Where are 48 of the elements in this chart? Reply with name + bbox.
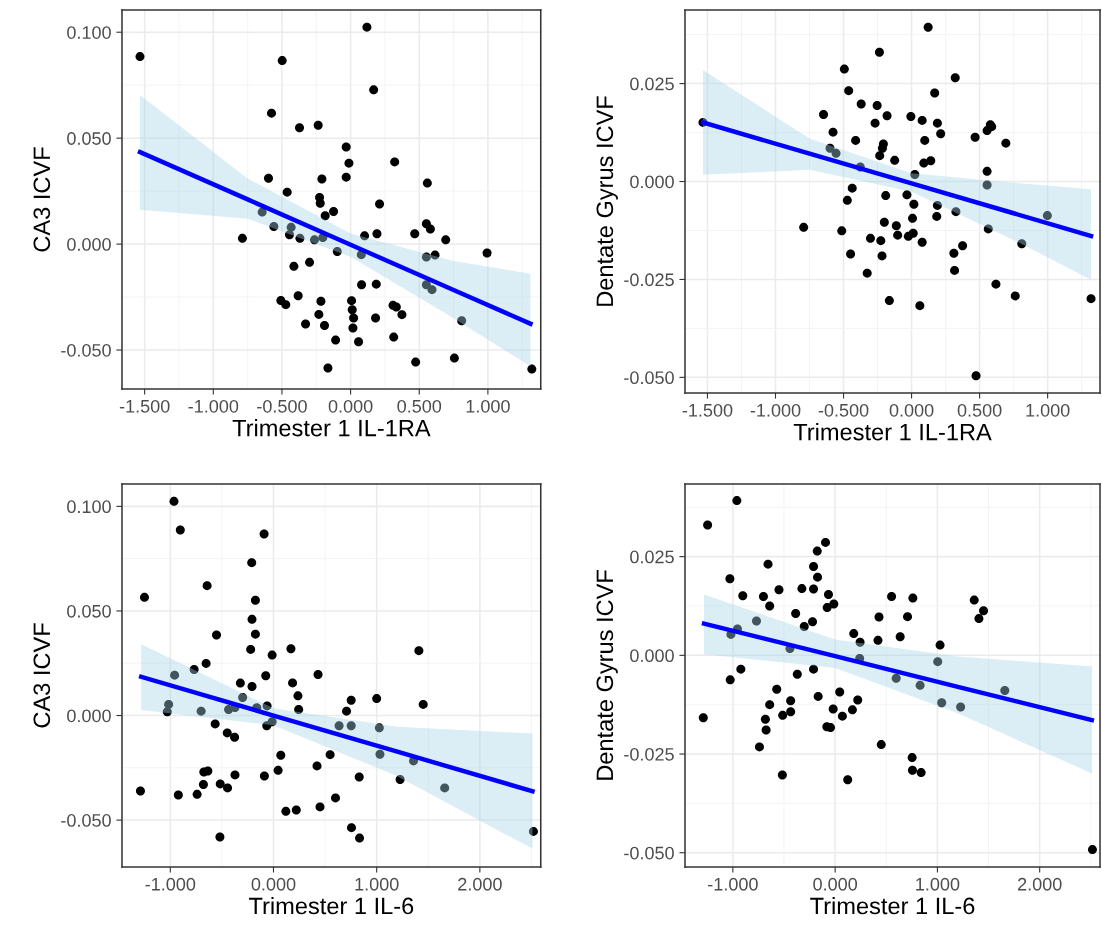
y-tick-label: 0.025: [630, 550, 674, 564]
y-tick-label: -0.025: [624, 273, 674, 287]
y-tick-label: -0.050: [624, 846, 674, 860]
x-tick-label: 0.000: [251, 877, 296, 891]
y-tick-label: 0.000: [67, 709, 111, 723]
x-tick-label: -1.500: [119, 399, 170, 413]
x-axis-title: Trimester 1 IL-1RA: [232, 419, 431, 437]
line-series: [138, 674, 535, 794]
x-axis-title: Trimester 1 IL-6: [249, 896, 414, 915]
x-tick-label: 2.000: [1018, 877, 1062, 891]
x-tick-label: 1.000: [355, 877, 399, 891]
x-tick-label: -1.500: [682, 403, 733, 417]
x-tick-label: -1.000: [708, 877, 758, 891]
y-tick-label: 0.000: [630, 175, 674, 189]
x-tick-label: -1.000: [145, 877, 196, 891]
x-tick-label: 1.000: [466, 399, 510, 413]
y-tick-label: -0.050: [61, 814, 111, 827]
y-tick-label: 0.050: [67, 604, 111, 618]
y-tick-label: -0.050: [61, 343, 111, 357]
x-tick-label: -1.000: [188, 399, 239, 413]
line-series: [701, 621, 1095, 723]
x-tick-label: 0.000: [328, 399, 373, 413]
x-tick-label: 1.000: [1026, 403, 1070, 417]
x-tick-label: 0.500: [397, 399, 442, 413]
y-axis-title: Dentate Gyrus ICVF: [596, 570, 618, 780]
y-tick-label: 0.025: [630, 77, 674, 91]
y-axis-title: CA3 ICVF: [33, 147, 51, 252]
x-tick-label: -0.500: [818, 403, 869, 417]
x-tick-label: 2.000: [458, 877, 502, 891]
y-tick-label: -0.025: [624, 747, 674, 761]
x-tick-label: -1.000: [750, 403, 801, 417]
x-tick-label: 0.000: [813, 877, 858, 891]
y-tick-label: -0.050: [624, 371, 674, 385]
y-tick-label: 0.000: [67, 238, 111, 251]
line-series: [137, 149, 533, 326]
x-axis-title: Trimester 1 IL-1RA: [793, 423, 992, 441]
y-axis-title: CA3 ICVF: [33, 623, 51, 728]
y-tick-label: 0.100: [67, 500, 111, 514]
y-tick-label: 0.000: [630, 649, 674, 663]
x-tick-label: -0.500: [257, 399, 307, 413]
y-axis-title: Dentate Gyrus ICVF: [596, 96, 618, 306]
x-tick-label: 0.500: [957, 403, 1002, 417]
x-tick-label: 0.000: [889, 403, 934, 417]
x-axis-title: Trimester 1 IL-6: [810, 896, 975, 915]
x-tick-label: 1.000: [916, 877, 960, 891]
y-tick-label: 0.100: [67, 26, 111, 39]
y-tick-label: 0.050: [67, 132, 111, 145]
line-series: [700, 120, 1094, 239]
